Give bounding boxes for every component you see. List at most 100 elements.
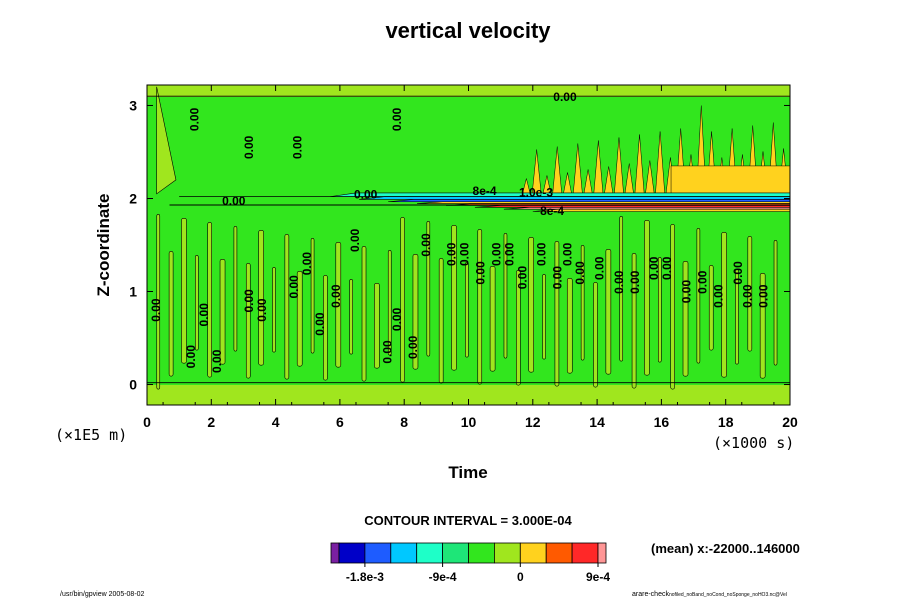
- field-column: [670, 224, 675, 390]
- mean-range-text: (mean) x:-22000..146000: [651, 541, 800, 556]
- upper-yellow-structures: [156, 86, 790, 199]
- contour-label: 0.00: [380, 340, 394, 364]
- field-column: [554, 241, 560, 387]
- contour-label: 0.00: [300, 252, 314, 276]
- field-column: [233, 226, 238, 352]
- shear-band: [359, 196, 790, 200]
- field-column: [644, 220, 650, 376]
- field-column: [516, 270, 521, 386]
- x-tick-label: 10: [461, 414, 477, 430]
- contour-label: 0.00: [419, 233, 433, 257]
- contour-label: 0.00: [210, 349, 224, 373]
- y-tick-label: 2: [129, 190, 137, 206]
- contour-label: 0.00: [740, 284, 754, 308]
- contour-label: 0.00: [612, 270, 626, 294]
- lower-band-fill: [147, 385, 790, 405]
- field-column: [735, 269, 739, 365]
- field-column: [605, 249, 612, 375]
- contour-label: 8e-4: [540, 204, 564, 218]
- y-unit-label: (×1E5 m): [55, 426, 127, 444]
- field-column: [207, 222, 212, 378]
- contour-label: 0.00: [679, 280, 693, 304]
- field-column: [528, 237, 534, 373]
- oscillation-columns: [156, 214, 778, 390]
- contour-label: 0.00: [290, 135, 304, 159]
- contour-label: 0.00: [474, 261, 488, 285]
- x-tick-label: 18: [718, 414, 734, 430]
- x-axis-label: Time: [448, 463, 487, 482]
- colorbar-swatch: [390, 542, 418, 564]
- field-column: [696, 228, 701, 364]
- field-column: [181, 218, 187, 364]
- field-column: [426, 221, 431, 357]
- x-tick-label: 0: [143, 414, 151, 430]
- contour-label: 0.00: [242, 289, 256, 313]
- contour-label: 0.00: [711, 284, 725, 308]
- contour-label: 0.00: [560, 242, 574, 266]
- contour-label: 0.00: [348, 228, 362, 252]
- x-tick-label: 2: [207, 414, 215, 430]
- field-column: [631, 253, 637, 389]
- field-column: [503, 233, 508, 359]
- field-column: [219, 259, 226, 365]
- contour-label: 0.00: [731, 261, 745, 285]
- contour-label: 0.00: [458, 242, 472, 266]
- contour-label: 0.00: [287, 275, 301, 299]
- contour-label: 0.00: [695, 270, 709, 294]
- field-column: [296, 271, 303, 367]
- contour-label: 0.00: [242, 135, 256, 159]
- field-column: [400, 217, 405, 383]
- field-column: [542, 274, 546, 360]
- x-tick-label: 6: [336, 414, 344, 430]
- contour-label: 0.00: [553, 90, 577, 104]
- contour-label: 0.00: [354, 187, 378, 201]
- field-column: [721, 232, 727, 378]
- field-column: [438, 258, 444, 384]
- contour-label: 1.0e-3: [519, 186, 553, 200]
- x-tick-label: 12: [525, 414, 541, 430]
- contour-label: 0.00: [647, 256, 661, 280]
- footer-right-text: arare-checknofiled_noBand_noCond_noSpong…: [632, 591, 787, 598]
- contour-interval-text: CONTOUR INTERVAL = 3.000E-04: [364, 513, 572, 528]
- shear-band: [330, 192, 790, 197]
- colorbar-swatch: [493, 542, 521, 564]
- x-tick-label: 14: [589, 414, 605, 430]
- colorbar-swatch: [468, 542, 495, 564]
- colorbar-swatch: [545, 542, 573, 564]
- x-tick-label: 20: [782, 414, 798, 430]
- contour-label: 0.00: [593, 256, 607, 280]
- chart-title: vertical velocity: [385, 18, 551, 43]
- contour-label: 0.00: [490, 242, 504, 266]
- contour-label: 0.00: [184, 345, 198, 369]
- colorbar-swatch: [364, 542, 392, 564]
- field-column: [657, 257, 662, 363]
- x-tick-label: 4: [272, 414, 280, 430]
- y-axis-label: Z-coordinate: [94, 194, 113, 297]
- colorbar-swatch: [338, 542, 366, 564]
- contour-label: 0.00: [515, 266, 529, 290]
- field-column: [387, 250, 392, 356]
- upper-structure-block: [670, 165, 790, 195]
- field-column: [566, 278, 573, 374]
- x-unit-label: (×1000 s): [713, 434, 794, 452]
- field-column: [272, 267, 276, 353]
- field-column: [593, 282, 598, 388]
- field-column: [477, 229, 483, 385]
- contour-label: 0.00: [255, 298, 269, 322]
- colorbar-swatch: [597, 542, 607, 564]
- contour-label: 0.00: [149, 298, 163, 322]
- field-column: [168, 251, 174, 377]
- contour-label: 0.00: [756, 284, 770, 308]
- field-column: [258, 230, 264, 366]
- field-column: [323, 275, 328, 381]
- contour-label: 0.00: [222, 194, 246, 208]
- contour-label: 0.00: [445, 242, 459, 266]
- field-column: [349, 279, 353, 355]
- contour-label: 0.00: [503, 242, 517, 266]
- field-column: [156, 214, 161, 390]
- shear-layer: [147, 95, 790, 384]
- field-column: [195, 255, 199, 351]
- footer-right-sub: nofiled_noBand_noCond_noSponge_noHO3.nc@…: [669, 592, 787, 598]
